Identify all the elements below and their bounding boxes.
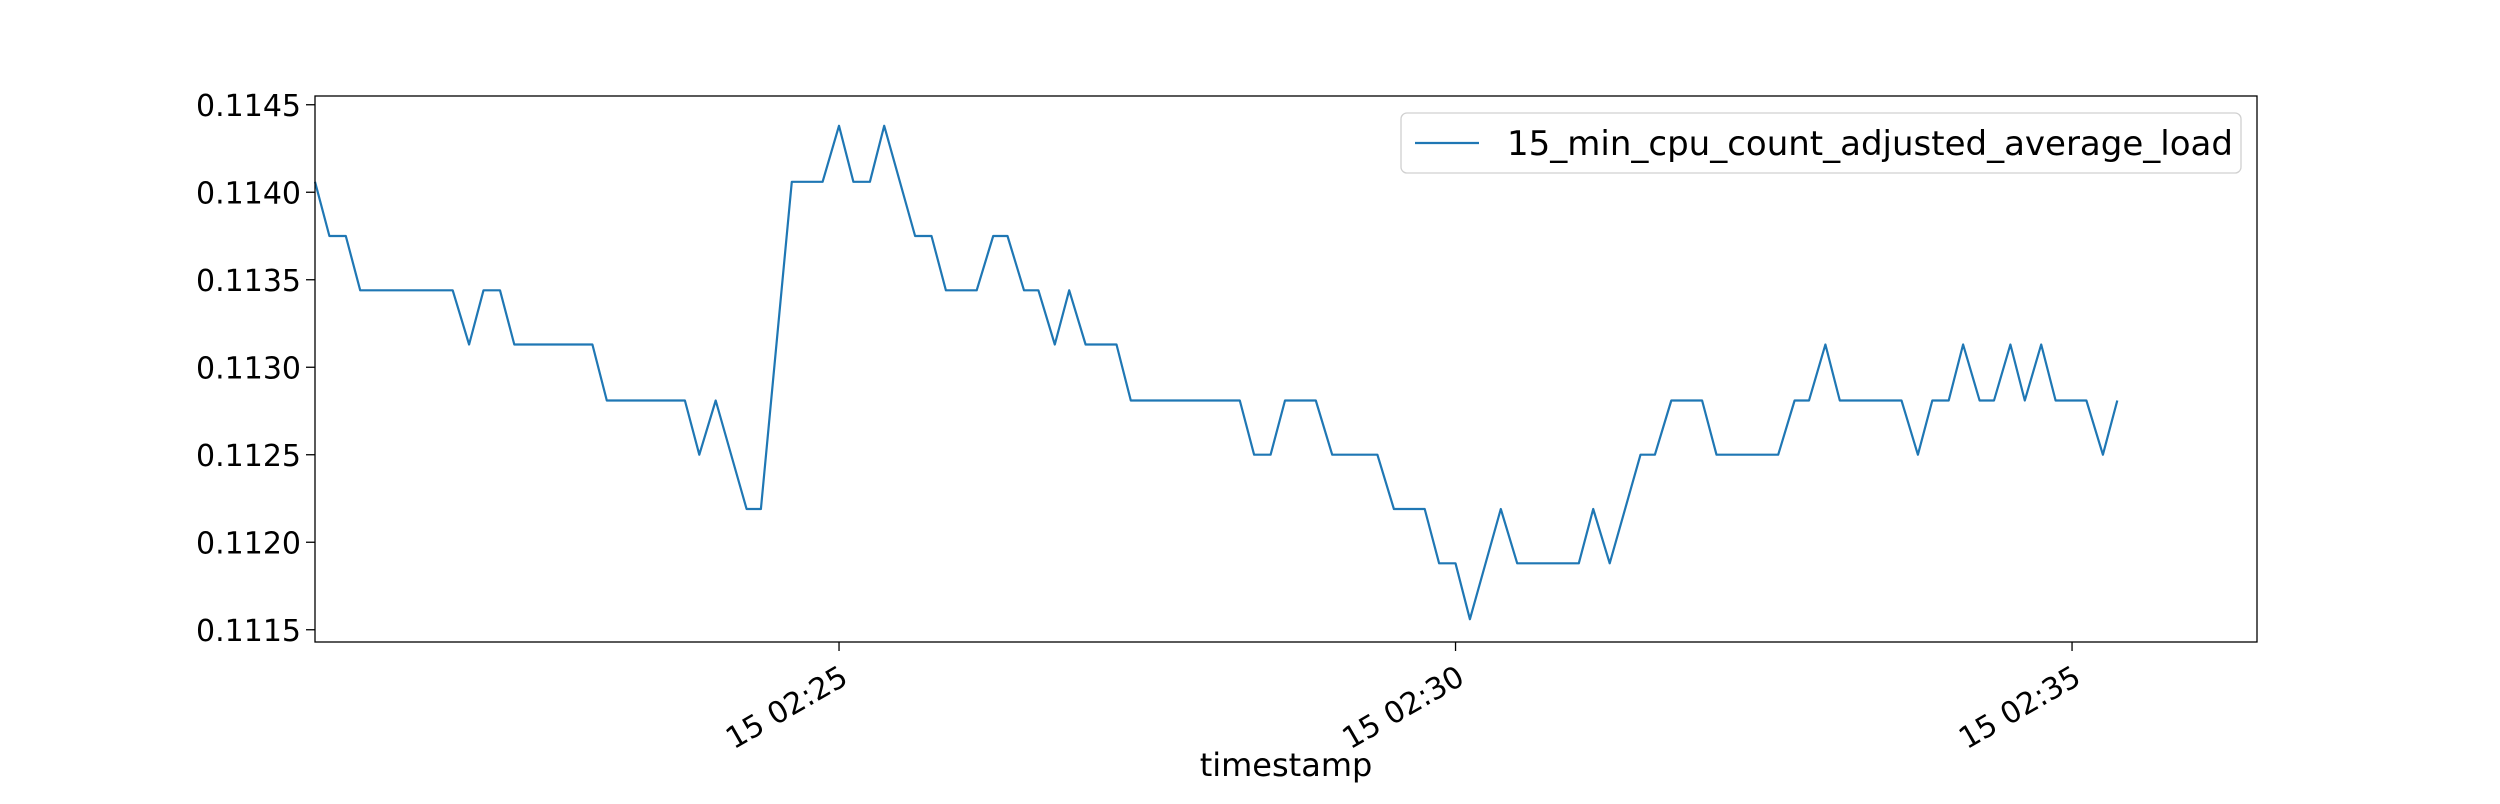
- plot-area: [313, 124, 2119, 621]
- legend: 15_min_cpu_count_adjusted_average_load: [1400, 112, 2242, 174]
- y-tick-label: 0.1115: [196, 614, 301, 649]
- x-tick-label: 15 02:35: [1953, 659, 2087, 756]
- x-tick-label: 15 02:25: [720, 659, 854, 756]
- y-tick-label: 0.1120: [196, 526, 301, 561]
- y-tick-label: 0.1130: [196, 351, 301, 386]
- y-tick-label: 0.1140: [196, 176, 301, 211]
- legend-label: 15_min_cpu_count_adjusted_average_load: [1507, 124, 2233, 164]
- x-axis: 15 02:25 15 02:30 15 02:35: [720, 642, 2087, 757]
- x-tick-label: 15 02:30: [1337, 659, 1471, 756]
- y-tick-label: 0.1125: [196, 439, 301, 474]
- y-tick-label: 0.1135: [196, 264, 301, 299]
- y-axis: 0.1115 0.1120 0.1125 0.1130 0.1135 0.1140 0.11…: [196, 89, 315, 649]
- x-axis-label: timestamp: [1200, 746, 1373, 784]
- legend-box: [1400, 112, 2242, 174]
- y-tick-label: 0.1145: [196, 89, 301, 124]
- axes-frame: [314, 95, 2258, 643]
- series-line: [313, 124, 2119, 621]
